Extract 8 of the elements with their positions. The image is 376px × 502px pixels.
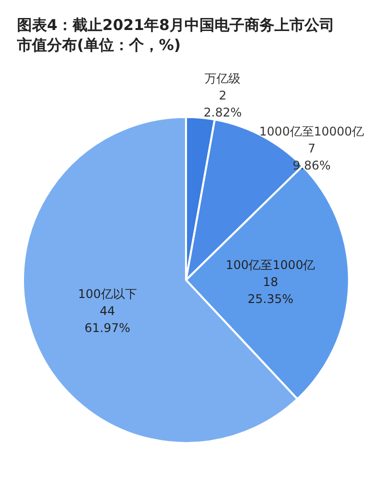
slice-label: 1000亿至10000亿: [259, 124, 364, 139]
chart-title: 图表4：截止2021年8月中国电子商务上市公司市值分布(单位：个，%): [16, 16, 335, 54]
data-label: 44 61.97%: [84, 304, 130, 336]
slice-label: 100亿至1000亿: [226, 258, 316, 272]
slice-label: 100亿以下: [78, 287, 137, 302]
data-label: 18 25.35%: [248, 274, 294, 306]
data-label: 2 2.82%: [204, 88, 242, 120]
slice-label: 万亿级: [204, 72, 241, 86]
